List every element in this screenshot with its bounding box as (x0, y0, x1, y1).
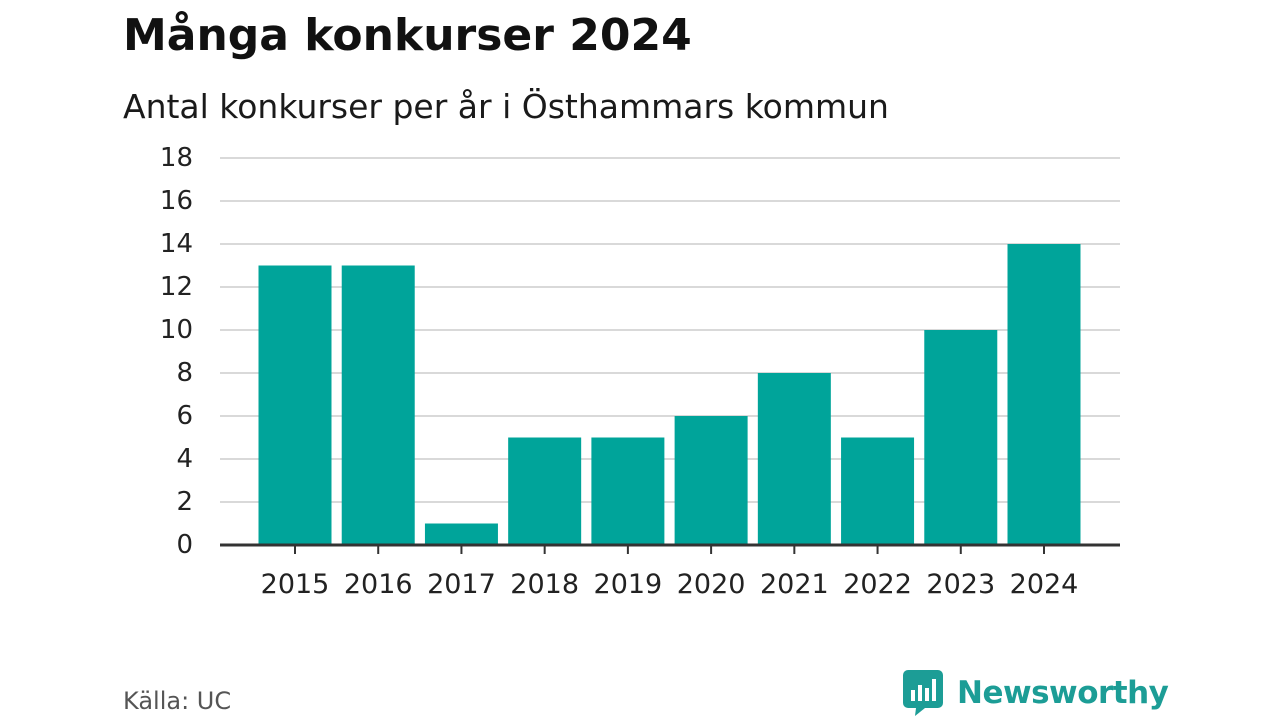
y-tick-label: 14 (160, 229, 193, 259)
y-tick-label: 12 (160, 272, 193, 302)
bar-2016 (341, 265, 415, 545)
y-tick-label: 8 (176, 358, 193, 388)
y-tick-label: 0 (176, 530, 193, 560)
y-tick-label: 18 (160, 143, 193, 173)
bar-2018 (508, 437, 582, 545)
y-tick-label: 4 (176, 444, 193, 474)
y-tick-label: 2 (176, 487, 193, 517)
x-tick-label: 2017 (427, 569, 496, 600)
x-tick-label: 2024 (1010, 569, 1079, 600)
chart-title: Många konkurser 2024 (123, 10, 692, 61)
y-tick-label: 6 (176, 401, 193, 431)
x-tick-label: 2019 (594, 569, 663, 600)
bar-2021 (757, 373, 831, 545)
x-tick-label: 2018 (510, 569, 579, 600)
newsworthy-logo-icon (903, 670, 943, 716)
chart-subtitle: Antal konkurser per år i Östhammars komm… (123, 87, 889, 126)
axes: 0 2 4 6 8 10 12 14 16 18 2015 2016 2017 2018 2019 2020 2… (160, 143, 1120, 600)
bar-2023 (924, 330, 998, 545)
source-note: Källa: UC (123, 687, 232, 715)
bar-2017 (424, 523, 498, 545)
y-tick-label: 10 (160, 315, 193, 345)
x-tick-label: 2023 (926, 569, 995, 600)
x-tick-label: 2016 (344, 569, 413, 600)
bar-2019 (591, 437, 665, 545)
bars (258, 244, 1081, 545)
bar-2015 (258, 265, 332, 545)
y-tick-label: 16 (160, 186, 193, 216)
bar-2024 (1007, 244, 1081, 545)
brand-name: Newsworthy (957, 675, 1169, 711)
x-tick-label: 2022 (843, 569, 912, 600)
bar-2020 (674, 416, 748, 545)
x-tick-label: 2020 (677, 569, 746, 600)
x-tick-label: 2015 (261, 569, 330, 600)
x-tick-label: 2021 (760, 569, 829, 600)
bar-2022 (841, 437, 915, 545)
brand-logo: Newsworthy (903, 670, 1169, 716)
